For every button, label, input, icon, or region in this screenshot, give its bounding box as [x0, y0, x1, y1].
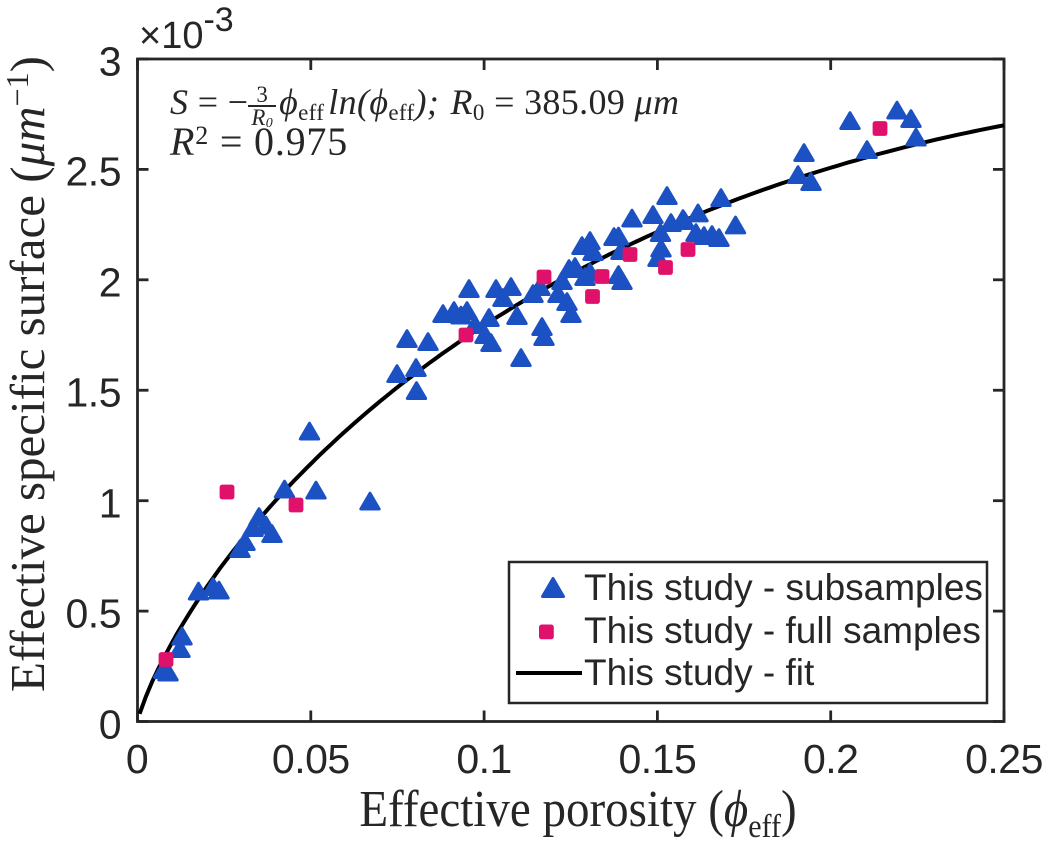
- svg-text:Effective specific surface (μm: Effective specific surface (μm−1): [0, 56, 55, 692]
